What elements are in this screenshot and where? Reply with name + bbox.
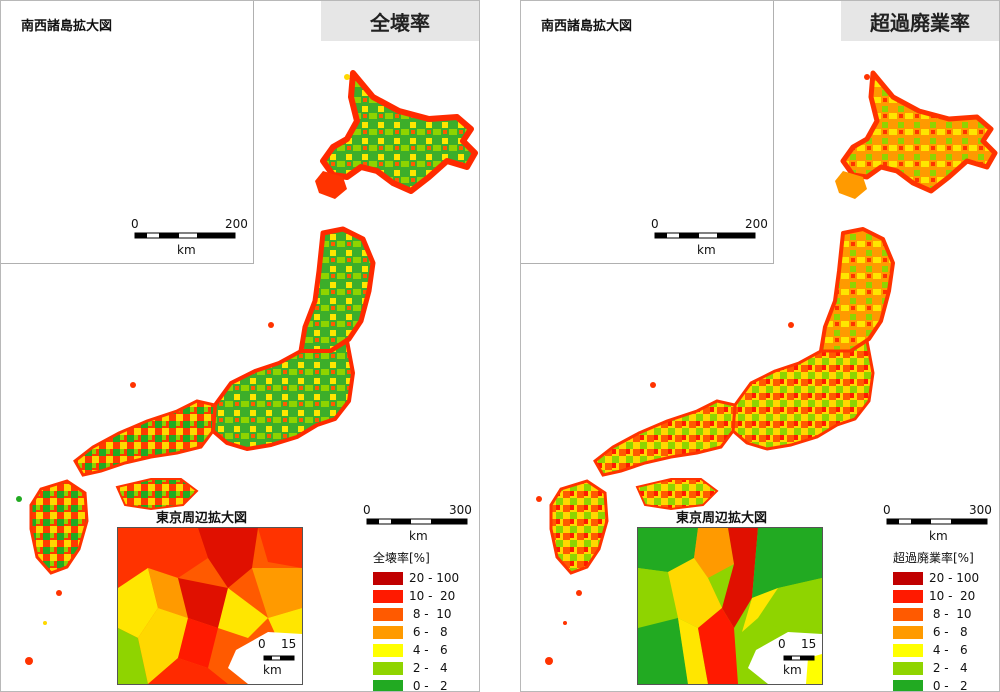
legend-swatch <box>893 679 923 691</box>
legend-item: 20 - 100 <box>373 569 459 587</box>
shikoku-region <box>115 478 199 511</box>
hokkaido-southwest <box>835 171 867 199</box>
shikoku-region <box>635 478 719 511</box>
panel-title: 超過廃業率 <box>841 1 999 41</box>
inset-scale-end: 200 <box>745 217 768 231</box>
japan-map <box>15 33 478 665</box>
chubu-kanto-region <box>211 339 355 451</box>
legend-swatch <box>373 607 403 621</box>
legend-swatch <box>893 607 923 621</box>
main-scale-end: 300 <box>969 503 992 517</box>
tokyo-map <box>118 528 302 684</box>
legend-item: 6 - 8 <box>373 623 459 641</box>
legend: 全壊率[%] 20 - 100 10 - 20 8 - 10 6 - 8 4 -… <box>373 549 459 691</box>
legend-item: 4 - 6 <box>893 641 979 659</box>
nansei-inset: 南西諸島拡大図 0 200 km <box>1 1 254 264</box>
legend-item: 8 - 10 <box>373 605 459 623</box>
legend-swatch <box>373 643 403 657</box>
legend-swatch <box>893 661 923 675</box>
inset-title: 南西諸島拡大図 <box>541 19 633 34</box>
kinki-chugoku-region <box>593 399 737 477</box>
inset-scale-unit: km <box>177 243 196 257</box>
legend-swatch <box>373 679 403 691</box>
tokyo-inset-title: 東京周辺拡大図 <box>676 511 768 526</box>
main-scale-bar <box>366 518 468 525</box>
legend-swatch <box>373 571 403 585</box>
tokyo-scale-start: 0 <box>778 637 786 651</box>
inset-scale-start: 0 <box>651 217 659 231</box>
legend-swatch <box>893 571 923 585</box>
legend-item: 2 - 4 <box>893 659 979 677</box>
tokyo-inset-map <box>637 527 823 685</box>
tohoku-region <box>298 226 376 360</box>
panel-title: 全壊率 <box>321 1 479 41</box>
legend-swatch <box>893 643 923 657</box>
legend-swatch <box>893 625 923 639</box>
inset-scale-bar <box>134 232 236 239</box>
legend-swatch <box>893 589 923 603</box>
legend-item: 4 - 6 <box>373 641 459 659</box>
map-panel-haigyo: 南西諸島拡大図 0 200 km 超過廃業率 0 300 km 東京周辺拡大図 <box>520 0 1000 692</box>
legend-item: 2 - 4 <box>373 659 459 677</box>
legend-title: 超過廃業率[%] <box>893 551 974 565</box>
tokyo-scale-end: 15 <box>801 637 817 651</box>
legend-item: 10 - 20 <box>373 587 459 605</box>
map-panel-zenkai: 南西諸島拡大図 0 200 km 全壊率 0 300 km 東京周辺拡大図 <box>0 0 480 692</box>
tokyo-scale-unit: km <box>263 663 282 677</box>
tokyo-scale-start: 0 <box>258 637 266 651</box>
main-scale-unit: km <box>409 529 428 543</box>
inset-scale-bar <box>654 232 756 239</box>
legend-item: 8 - 10 <box>893 605 979 623</box>
tohoku-region <box>819 227 895 359</box>
inset-scale-unit: km <box>697 243 716 257</box>
inset-scale-end: 200 <box>225 217 248 231</box>
main-scale-end: 300 <box>449 503 472 517</box>
tokyo-scale-unit: km <box>783 663 802 677</box>
legend-item: 20 - 100 <box>893 569 979 587</box>
kyushu-region <box>549 479 609 575</box>
legend-swatch <box>373 661 403 675</box>
main-scale-start: 0 <box>363 503 371 517</box>
tokyo-map <box>638 528 822 684</box>
hokkaido-region <box>320 70 478 194</box>
nansei-inset: 南西諸島拡大図 0 200 km <box>521 1 774 264</box>
legend-title: 全壊率[%] <box>373 551 430 565</box>
legend-swatch <box>373 625 403 639</box>
legend-swatch <box>373 589 403 603</box>
inset-title: 南西諸島拡大図 <box>21 19 113 34</box>
kyushu-region <box>29 479 89 575</box>
hokkaido-southwest <box>315 171 347 199</box>
main-scale-bar <box>886 518 988 525</box>
japan-map <box>535 35 998 665</box>
tokyo-scale-end: 15 <box>281 637 297 651</box>
inset-scale-start: 0 <box>131 217 139 231</box>
legend: 超過廃業率[%] 20 - 100 10 - 20 8 - 10 6 - 8 4… <box>893 549 979 691</box>
legend-item: 10 - 20 <box>893 587 979 605</box>
kinki-chugoku-region <box>73 399 217 477</box>
chubu-kanto-region <box>731 339 875 451</box>
legend-item: 6 - 8 <box>893 623 979 641</box>
tokyo-inset-map <box>117 527 303 685</box>
tokyo-inset-title: 東京周辺拡大図 <box>156 511 248 526</box>
main-scale-unit: km <box>929 529 948 543</box>
hokkaido-region <box>840 70 998 194</box>
legend-item: 0 - 2 <box>373 677 459 691</box>
main-scale-start: 0 <box>883 503 891 517</box>
legend-item: 0 - 2 <box>893 677 979 691</box>
